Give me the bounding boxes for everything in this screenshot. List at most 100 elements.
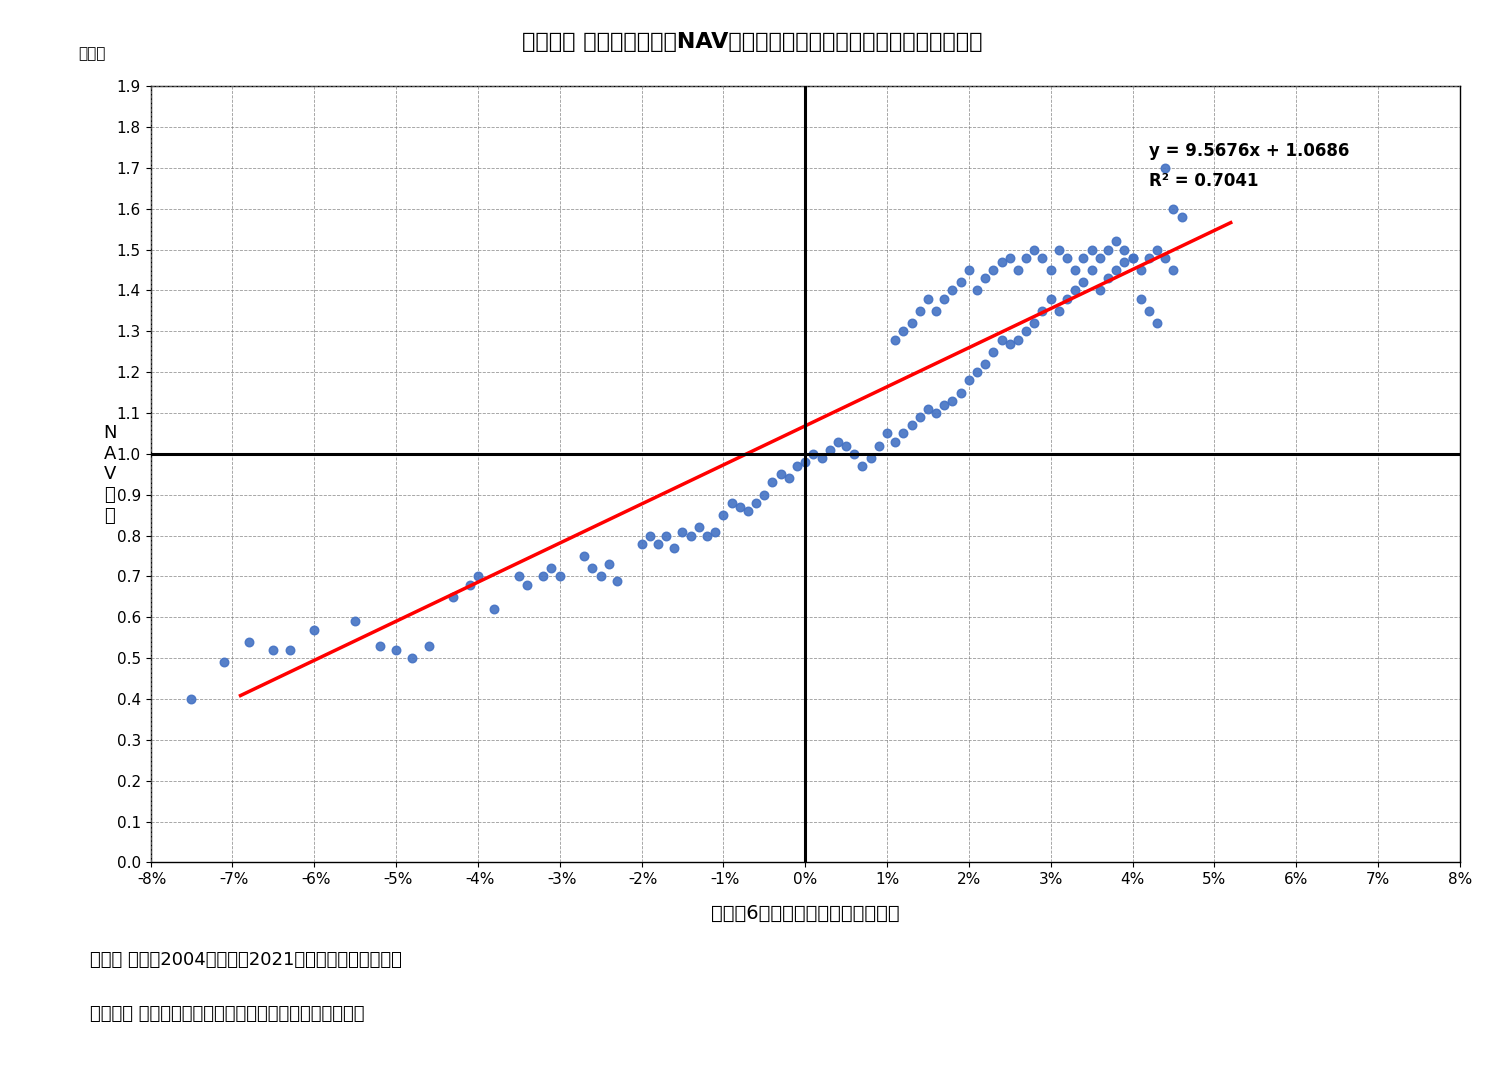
Point [917, 400, 941, 417]
Point [1014, 249, 1038, 266]
Point [817, 441, 841, 458]
Point [596, 555, 622, 572]
Point [1105, 262, 1129, 279]
Point [786, 457, 810, 474]
Point [990, 253, 1014, 271]
Point [277, 641, 301, 659]
Point [679, 527, 703, 544]
Y-axis label: N
A
V
倍
率: N A V 倍 率 [102, 424, 116, 525]
Point [1063, 281, 1087, 299]
Point [752, 486, 777, 503]
Point [850, 457, 874, 474]
Point [1088, 249, 1112, 266]
Point [1014, 322, 1038, 340]
Point [1079, 241, 1103, 259]
Point [941, 281, 965, 299]
Point [1169, 208, 1193, 225]
Point [948, 274, 972, 291]
Point [441, 589, 465, 606]
Point [1096, 270, 1120, 287]
Point [1096, 241, 1120, 259]
Point [981, 343, 1005, 360]
Point [1055, 290, 1079, 307]
Point [891, 425, 915, 442]
Point [924, 404, 948, 421]
Point [900, 315, 924, 332]
Point [924, 302, 948, 319]
Point [179, 690, 203, 707]
Point [900, 417, 924, 434]
Point [981, 262, 1005, 279]
Point [1072, 274, 1096, 291]
Point [965, 281, 989, 299]
Point [743, 495, 768, 512]
Point [588, 568, 613, 585]
Point [1055, 249, 1079, 266]
Point [932, 397, 956, 414]
Point [974, 270, 998, 287]
Point [539, 559, 563, 577]
Point [917, 290, 941, 307]
Point [1031, 249, 1055, 266]
Point [1145, 315, 1169, 332]
Point [670, 523, 694, 540]
Text: （倍）: （倍） [78, 46, 105, 61]
Point [1047, 302, 1072, 319]
Point [1120, 249, 1144, 266]
Point [384, 641, 408, 659]
Point [826, 433, 850, 451]
Point [638, 527, 662, 544]
Point [662, 539, 686, 556]
Point [605, 572, 629, 590]
Point [1153, 160, 1177, 177]
Point [1047, 241, 1072, 259]
Point [728, 498, 752, 515]
Point [572, 548, 596, 565]
Point [957, 262, 981, 279]
Point [303, 621, 327, 638]
Point [834, 437, 858, 454]
Point [1120, 249, 1144, 266]
Point [212, 653, 236, 671]
Point [719, 495, 743, 512]
Point [1145, 241, 1169, 259]
Point [1072, 249, 1096, 266]
Point [793, 454, 817, 471]
Point [507, 568, 531, 585]
Point [957, 372, 981, 389]
Point [974, 356, 998, 373]
Point [458, 576, 482, 593]
Text: （資料） 開示データをもとにニッセイ基礎研究所が作成: （資料） 開示データをもとにニッセイ基礎研究所が作成 [90, 1005, 364, 1023]
Point [1129, 290, 1153, 307]
Text: R² = 0.7041: R² = 0.7041 [1148, 172, 1258, 191]
Point [1129, 262, 1153, 279]
Point [629, 535, 653, 552]
Point [1088, 281, 1112, 299]
Point [801, 445, 825, 462]
Point [655, 527, 679, 544]
Point [810, 450, 834, 467]
Point [581, 559, 605, 577]
Point [883, 433, 908, 451]
Point [874, 425, 898, 442]
Point [1079, 262, 1103, 279]
Point [891, 322, 915, 340]
Text: 図表２： Ｊリート市場のNAV倍率と不動産価格の騰落率（年率換算前）: 図表２： Ｊリート市場のNAV倍率と不動産価格の騰落率（年率換算前） [522, 32, 983, 53]
Point [236, 633, 260, 650]
Point [736, 502, 760, 520]
Point [1005, 331, 1029, 348]
Point [1162, 262, 1186, 279]
Point [858, 450, 882, 467]
Point [515, 576, 539, 593]
Point [646, 535, 670, 552]
Point [367, 637, 391, 654]
Point [1112, 253, 1136, 271]
Point [1022, 241, 1046, 259]
Point [686, 519, 710, 536]
Point [941, 392, 965, 410]
Point [990, 331, 1014, 348]
Point [1022, 315, 1046, 332]
Point [867, 437, 891, 454]
Point [1162, 201, 1186, 218]
Text: y = 9.5676x + 1.0686: y = 9.5676x + 1.0686 [1148, 141, 1350, 160]
